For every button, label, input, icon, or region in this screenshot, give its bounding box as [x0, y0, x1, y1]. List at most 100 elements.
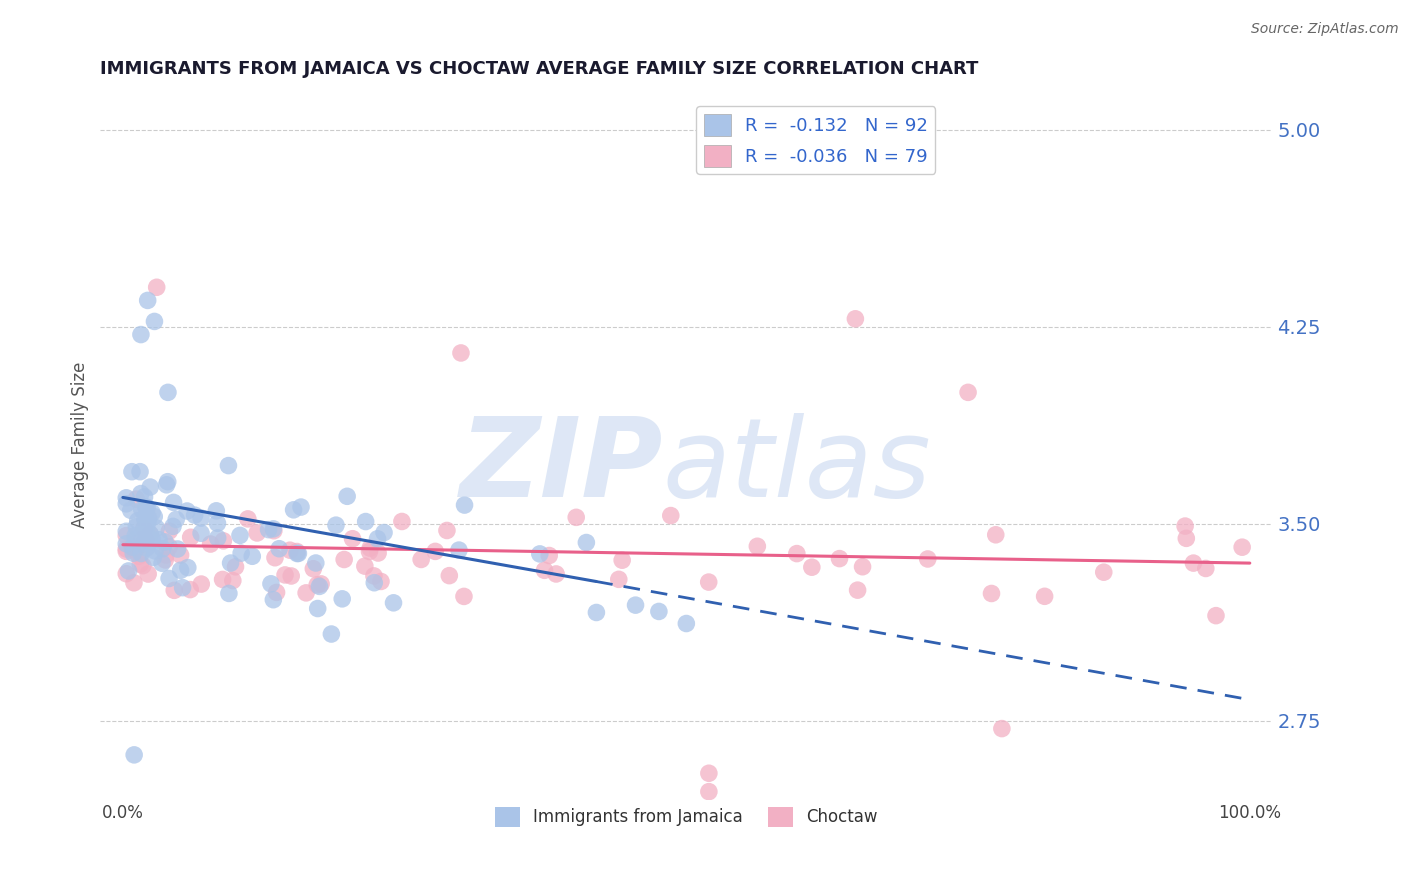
- Point: [285, 547, 308, 561]
- Point: [156, 385, 179, 400]
- Point: [134, 511, 156, 525]
- Point: [190, 577, 212, 591]
- Point: [115, 537, 138, 551]
- Point: [115, 524, 138, 539]
- Point: [132, 521, 155, 535]
- Point: [354, 559, 377, 574]
- Point: [295, 586, 318, 600]
- Point: [156, 475, 179, 489]
- Point: [121, 465, 143, 479]
- Point: [980, 586, 1002, 600]
- Point: [425, 544, 447, 558]
- Point: [150, 556, 173, 570]
- Point: [131, 502, 153, 516]
- Point: [136, 293, 159, 308]
- Point: [747, 539, 769, 553]
- Point: [264, 550, 287, 565]
- Point: [575, 535, 598, 549]
- Point: [155, 478, 177, 492]
- Point: [125, 492, 148, 507]
- Y-axis label: Average Family Size: Average Family Size: [72, 362, 89, 528]
- Point: [285, 544, 308, 558]
- Point: [153, 535, 176, 549]
- Point: [207, 516, 229, 531]
- Point: [177, 560, 200, 574]
- Point: [179, 582, 201, 597]
- Point: [148, 533, 170, 547]
- Point: [142, 550, 165, 565]
- Point: [124, 529, 146, 543]
- Point: [659, 508, 682, 523]
- Point: [612, 553, 634, 567]
- Point: [1205, 608, 1227, 623]
- Point: [139, 527, 162, 541]
- Point: [607, 572, 630, 586]
- Point: [1175, 532, 1198, 546]
- Point: [1182, 556, 1205, 570]
- Point: [157, 572, 180, 586]
- Point: [844, 311, 866, 326]
- Point: [163, 583, 186, 598]
- Text: IMMIGRANTS FROM JAMAICA VS CHOCTAW AVERAGE FAMILY SIZE CORRELATION CHART: IMMIGRANTS FROM JAMAICA VS CHOCTAW AVERA…: [100, 60, 979, 78]
- Point: [218, 586, 240, 600]
- Point: [134, 533, 156, 548]
- Point: [538, 549, 561, 563]
- Point: [132, 523, 155, 537]
- Point: [453, 590, 475, 604]
- Point: [257, 523, 280, 537]
- Point: [957, 385, 980, 400]
- Point: [533, 563, 555, 577]
- Point: [851, 559, 873, 574]
- Point: [169, 563, 191, 577]
- Point: [135, 514, 157, 528]
- Point: [280, 569, 302, 583]
- Point: [624, 598, 647, 612]
- Point: [212, 533, 235, 548]
- Point: [115, 497, 138, 511]
- Point: [143, 544, 166, 558]
- Point: [141, 506, 163, 520]
- Point: [145, 280, 167, 294]
- Point: [135, 500, 157, 514]
- Point: [145, 521, 167, 535]
- Point: [139, 527, 162, 541]
- Point: [134, 490, 156, 504]
- Point: [436, 524, 458, 538]
- Point: [321, 627, 343, 641]
- Point: [266, 585, 288, 599]
- Point: [190, 526, 212, 541]
- Point: [129, 327, 152, 342]
- Point: [363, 569, 385, 583]
- Point: [129, 486, 152, 500]
- Point: [136, 567, 159, 582]
- Point: [128, 549, 150, 564]
- Point: [207, 531, 229, 545]
- Point: [136, 516, 159, 530]
- Point: [115, 528, 138, 542]
- Point: [122, 575, 145, 590]
- Point: [307, 578, 329, 592]
- Point: [183, 508, 205, 523]
- Point: [135, 522, 157, 536]
- Point: [166, 541, 188, 556]
- Point: [786, 547, 808, 561]
- Point: [131, 533, 153, 547]
- Point: [222, 574, 245, 588]
- Point: [115, 491, 138, 505]
- Point: [165, 512, 187, 526]
- Point: [363, 575, 385, 590]
- Point: [1174, 519, 1197, 533]
- Point: [190, 511, 212, 525]
- Point: [984, 528, 1007, 542]
- Point: [157, 540, 180, 554]
- Point: [205, 504, 228, 518]
- Point: [546, 566, 568, 581]
- Point: [366, 532, 388, 546]
- Point: [180, 530, 202, 544]
- Point: [1230, 540, 1253, 554]
- Point: [263, 524, 285, 538]
- Point: [367, 546, 389, 560]
- Point: [129, 557, 152, 571]
- Point: [129, 465, 152, 479]
- Point: [121, 540, 143, 554]
